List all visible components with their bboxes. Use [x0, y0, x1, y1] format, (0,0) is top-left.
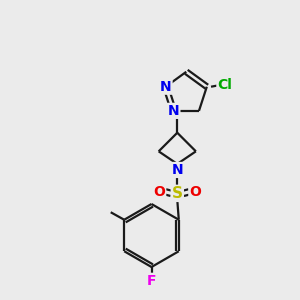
Text: F: F [147, 274, 156, 288]
Text: N: N [160, 80, 172, 94]
Text: O: O [189, 185, 201, 199]
Text: N: N [168, 104, 179, 118]
Text: Cl: Cl [218, 78, 232, 92]
Text: O: O [153, 185, 165, 199]
Text: N: N [172, 163, 183, 177]
Text: S: S [172, 186, 183, 201]
